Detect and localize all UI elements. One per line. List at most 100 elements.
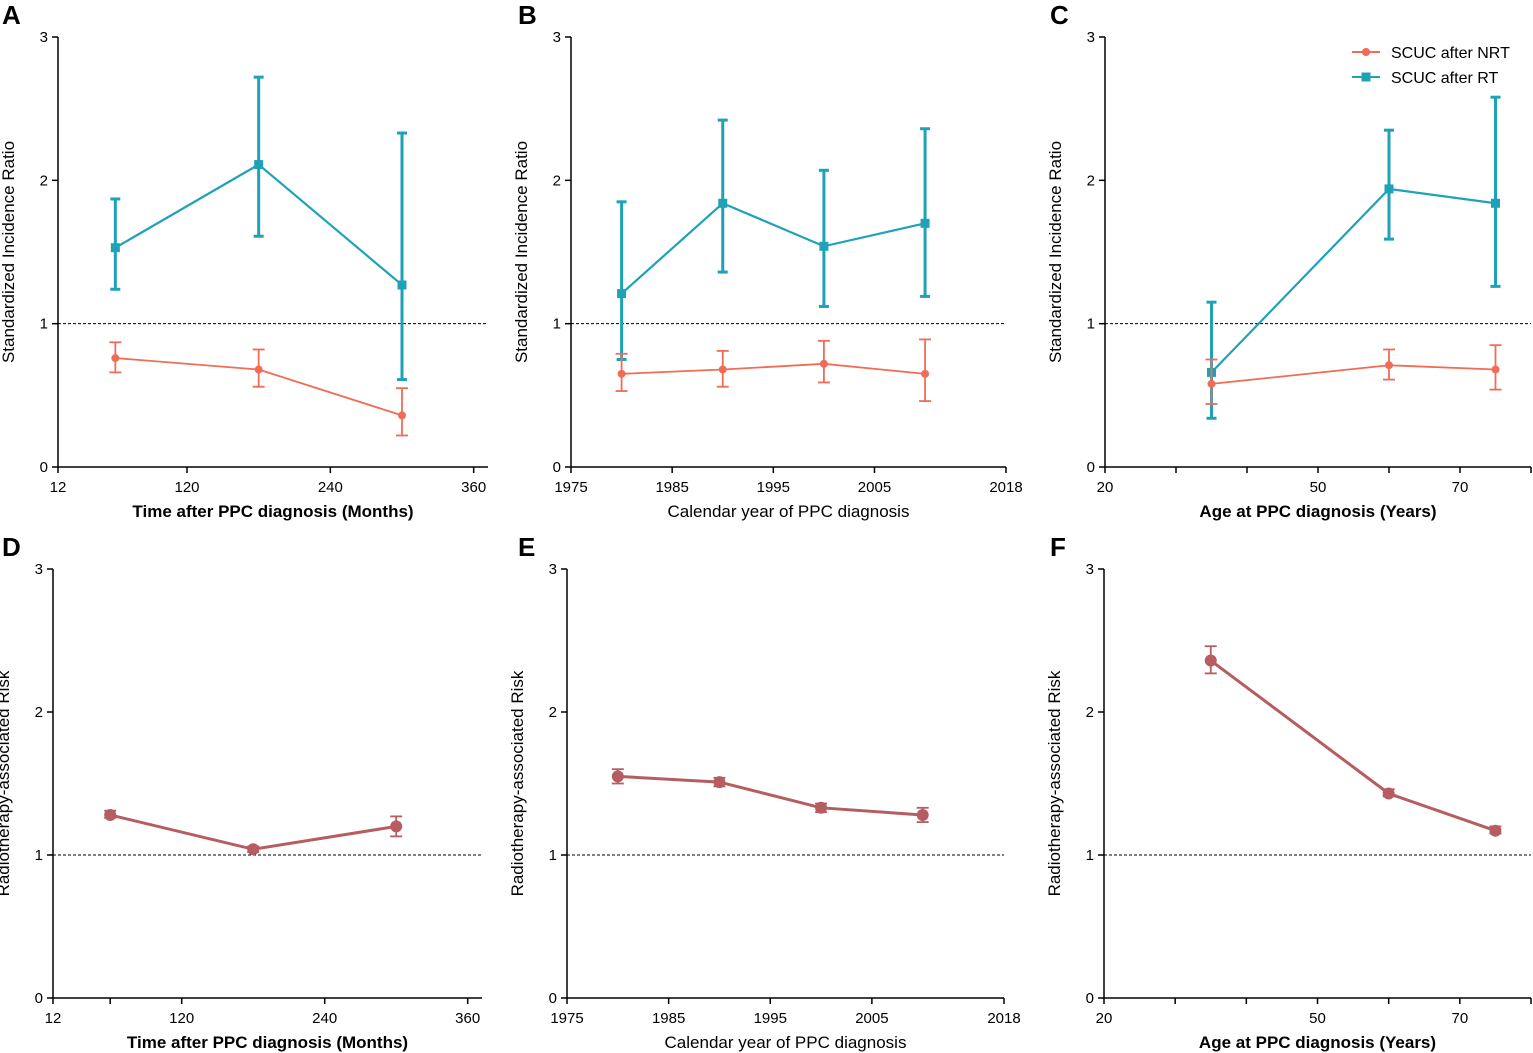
series-line [621,362,926,375]
data-point [390,820,403,833]
x-tick-label: 20 [1096,1010,1113,1027]
legend-label-nrt: SCUC after NRT [1391,45,1510,62]
series-rt [616,118,931,361]
data-point [617,289,627,299]
y-tick-label: 2 [35,704,43,721]
y-tick-label: 2 [553,172,561,189]
y-axis-title: Standardized Incidence Ratio [1046,141,1065,363]
x-tick-label: 120 [169,1010,194,1027]
y-tick-label: 3 [1086,561,1094,578]
panel-c: C 0 1 2 3 20 50 70 Age at PPC diagnosis (Years) S… [1046,0,1532,521]
data-point [247,843,260,856]
panel-b: B 0 1 2 3 1975 1985 1995 2005 2018 Calendar year o… [512,0,1023,521]
legend: SCUC after NRT SCUC after RT [1352,45,1510,87]
data-point [110,243,120,253]
y-tick-label: 3 [549,561,557,578]
y-tick-label: 2 [40,172,48,189]
data-point [1384,184,1394,194]
x-axis-title: Age at PPC diagnosis (Years) [1199,502,1436,521]
y-axis-title: Standardized Incidence Ratio [0,141,18,363]
x-tick-label: 50 [1310,479,1327,496]
panel-letter: A [2,0,21,30]
series-nrt [615,338,932,402]
data-point [815,801,828,814]
y-tick-label: 1 [35,847,43,864]
y-axis-title: Standardized Incidence Ratio [512,141,531,363]
data-point [718,198,728,208]
x-axis-title: Time after PPC diagnosis (Months) [132,502,413,521]
y-tick-label: 1 [553,316,561,333]
y-tick-label: 3 [35,561,43,578]
x-tick-label: 2005 [858,479,891,496]
x-tick-label: 70 [1452,479,1469,496]
series-risk [104,808,403,856]
series-nrt [1205,344,1502,405]
x-tick-label: 12 [45,1010,62,1027]
x-tick-label: 360 [461,479,486,496]
x-tick-label: 20 [1097,479,1114,496]
y-tick-label: 0 [1086,990,1094,1007]
data-point [1489,824,1502,837]
y-tick-label: 2 [1087,172,1095,189]
y-tick-label: 1 [40,316,48,333]
data-point [111,354,120,363]
x-tick-label: 2005 [855,1010,888,1027]
x-tick-label: 2018 [989,479,1022,496]
series-rt [110,75,407,382]
y-tick-label: 2 [1086,704,1094,721]
data-point [1382,787,1395,800]
data-point [617,369,626,378]
data-point [254,365,263,374]
data-point [713,776,726,789]
data-point [819,359,828,368]
legend-marker-rt [1361,72,1371,82]
panel-f: F 0 1 2 3 20 50 70 Age at PPC diagnosis (Years) R… [1045,532,1532,1052]
series-nrt [109,341,408,437]
y-tick-label: 0 [35,990,43,1007]
data-point [921,369,930,378]
data-point [916,808,929,821]
x-tick-label: 12 [50,479,67,496]
x-tick-label: 1985 [655,479,688,496]
y-tick-label: 0 [40,459,48,476]
x-tick-label: 70 [1451,1010,1468,1027]
data-point [1204,654,1217,667]
y-tick-label: 0 [549,990,557,1007]
legend-label-rt: SCUC after RT [1391,70,1499,87]
panel-letter: B [518,0,537,30]
data-point [1207,379,1216,388]
y-axis-title: Radiotherapy-associated Risk [508,670,527,896]
x-tick-label: 1975 [550,1010,583,1027]
data-point [819,241,829,251]
x-tick-label: 50 [1309,1010,1326,1027]
data-point [1385,361,1393,370]
x-tick-label: 1985 [652,1010,685,1027]
y-tick-label: 0 [1087,459,1095,476]
x-tick-label: 120 [174,479,199,496]
series-line [617,774,923,817]
panel-e: E 0 1 2 3 1975 1985 1995 2005 2018 Calendar year o… [508,532,1021,1052]
data-point [1491,365,1500,374]
panel-letter: E [518,532,535,562]
y-tick-label: 3 [1087,29,1095,46]
y-tick-label: 1 [1087,316,1095,333]
x-tick-label: 240 [318,479,343,496]
series-line [1210,187,1496,374]
x-tick-label: 360 [455,1010,480,1027]
series-rt [1206,95,1501,420]
x-axis-title: Calendar year of PPC diagnosis [668,502,910,521]
y-tick-label: 1 [1086,847,1094,864]
panel-letter: D [2,532,21,562]
x-tick-label: 240 [312,1010,337,1027]
data-point [611,770,624,783]
data-point [920,218,930,228]
series-risk [611,768,929,824]
data-point [254,160,264,170]
data-point [718,365,727,374]
panel-letter: C [1050,0,1069,30]
data-point [104,808,117,821]
data-point [397,280,407,290]
x-axis-title: Age at PPC diagnosis (Years) [1199,1033,1436,1052]
